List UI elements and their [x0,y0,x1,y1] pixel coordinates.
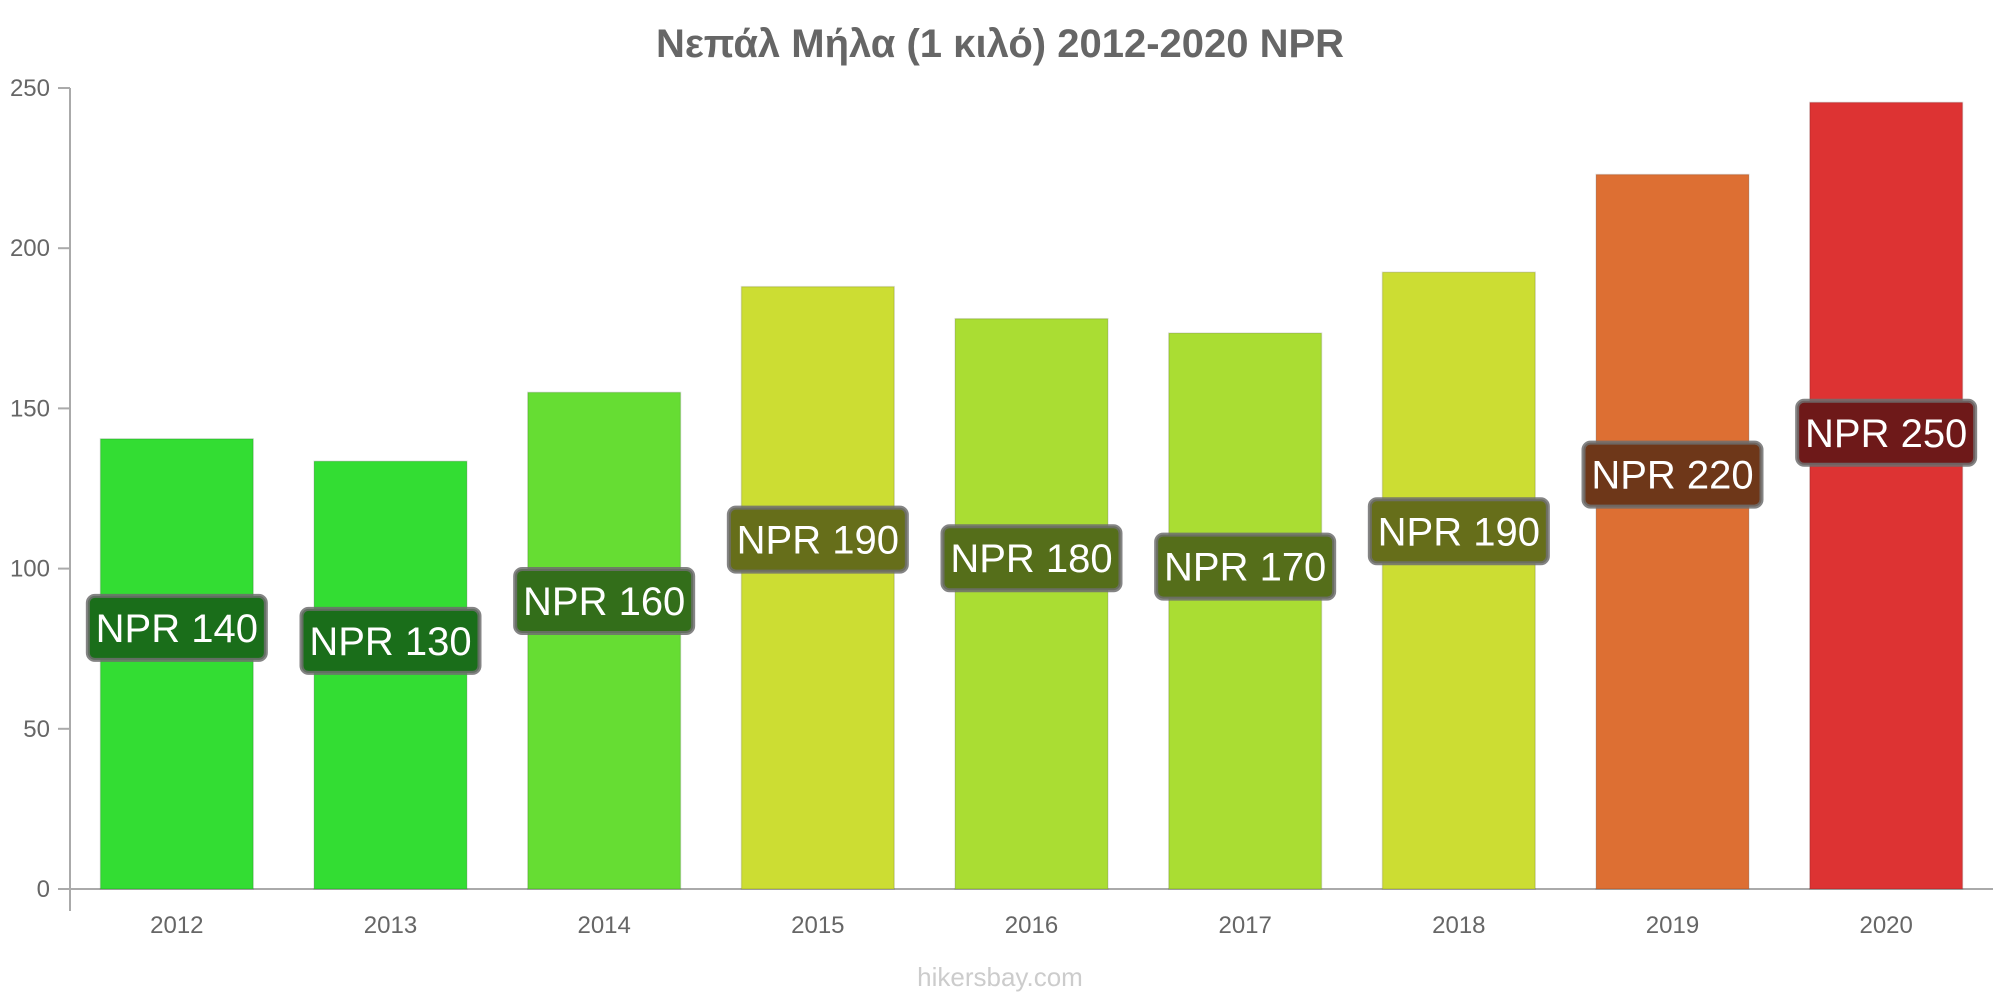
y-tick-label: 150 [10,395,50,422]
data-label: NPR 190 [1378,510,1540,554]
y-tick-label: 250 [10,75,50,102]
y-tick-label: 50 [23,716,50,743]
data-label-box [726,505,909,574]
data-label-box [85,593,268,662]
data-label: NPR 170 [1164,546,1326,590]
y-axis-ticks: 0 50 100 150 200 250 [10,75,70,903]
bar-2020 [1809,101,1964,890]
data-label-box [1795,398,1978,467]
bar-2017 [1168,332,1323,890]
x-tick-label: 2013 [364,912,417,939]
data-label: NPR 160 [523,580,685,624]
x-tick-label: 2012 [150,912,203,939]
bar-2013 [313,460,468,890]
bar-2015 [740,285,895,890]
x-tick-label: 2014 [577,912,630,939]
bar-2016 [954,317,1109,890]
data-label: NPR 250 [1805,412,1967,456]
y-tick-label: 0 [37,876,50,903]
data-label-box [940,524,1123,593]
x-tick-label: 2018 [1432,912,1485,939]
y-tick-label: 100 [10,556,50,583]
x-tick-label: 2020 [1859,912,1912,939]
data-label-box [299,606,482,675]
data-label: NPR 140 [96,607,258,651]
bar-2014 [527,391,682,890]
data-label: NPR 130 [309,620,471,664]
x-tick-label: 2015 [791,912,844,939]
chart-title: Νεπάλ Μήλα (1 κιλό) 2012-2020 NPR [656,22,1344,66]
data-label-box [513,566,696,635]
x-tick-label: 2017 [1218,912,1271,939]
bar-2019 [1595,173,1750,890]
bar-2018 [1381,271,1536,890]
bars [99,101,1964,890]
source-watermark: hikersbay.com [917,962,1083,992]
bar-2012 [99,438,254,890]
data-label: NPR 180 [950,537,1112,581]
data-labels: NPR 140 NPR 130 NPR 160 NPR 190 NPR 180 NPR 1… [85,398,1978,675]
x-tick-label: 2016 [1005,912,1058,939]
data-label-box [1367,497,1550,566]
y-tick-label: 200 [10,235,50,262]
x-tick-label: 2019 [1646,912,1699,939]
x-axis-ticks: 2012 2013 2014 2015 2016 2017 2018 2019 2020 [150,912,1913,939]
data-label-box [1154,532,1337,601]
data-label: NPR 190 [737,519,899,563]
data-label-box [1581,440,1764,509]
data-label: NPR 220 [1591,454,1753,498]
